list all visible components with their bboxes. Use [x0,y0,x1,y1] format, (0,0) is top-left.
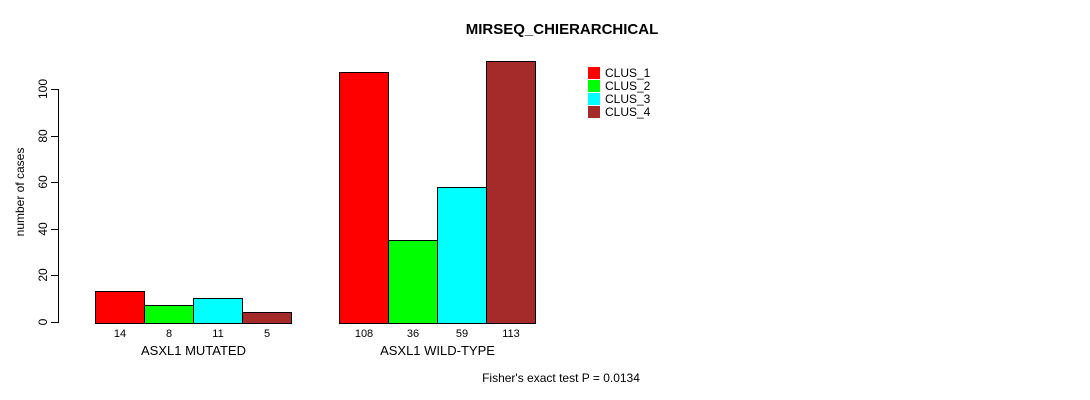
bar-clus_3-group0 [193,298,243,324]
legend-label: CLUS_4 [605,105,651,119]
bar-clus_4-group0 [242,312,292,324]
bar-clus_2-group1 [388,240,438,324]
bar-value-label: 14 [113,328,127,340]
bar-value-label: 59 [455,328,469,340]
y-axis-tick-label: 100 [36,78,50,100]
y-axis-tick [51,229,58,230]
bar-clus_1-group0 [95,291,145,324]
bar-clus_4-group1 [486,61,536,324]
legend-item: CLUS_2 [588,80,650,92]
bar-clus_3-group1 [437,187,487,324]
chart-title: MIRSEQ_CHIERARCHICAL [465,21,659,38]
bar-value-label: 36 [406,328,420,340]
annotation-text: Fisher's exact test P = 0.0134 [482,371,640,385]
y-axis-label: number of cases [13,147,27,237]
legend-swatch-clus_4 [588,106,600,118]
category-label: ASXL1 MUTATED [141,343,246,358]
legend-swatch-clus_1 [588,67,600,79]
legend-swatch-clus_2 [588,80,600,92]
legend-label: CLUS_3 [605,92,651,106]
y-axis-tick [51,275,58,276]
legend: CLUS_1 CLUS_2 CLUS_3 CLUS_4 [588,67,650,118]
y-axis-tick-label: 80 [36,129,50,143]
bar-value-label: 5 [263,328,271,340]
bar-clus_2-group0 [144,305,194,324]
y-axis-tick-label: 20 [36,268,50,282]
bar-value-label: 11 [212,328,224,340]
legend-label: CLUS_2 [605,79,651,93]
y-axis-tick [51,89,58,90]
bar-clus_1-group1 [339,72,389,324]
bar-value-label: 113 [502,328,520,340]
bar-value-label: 8 [165,328,173,340]
legend-item: CLUS_3 [588,93,650,105]
legend-item: CLUS_4 [588,106,650,118]
legend-swatch-clus_3 [588,93,600,105]
y-axis-tick-label: 60 [36,175,50,189]
y-axis-tick [51,136,58,137]
y-axis-tick [51,322,58,323]
y-axis-tick-label: 40 [36,222,50,236]
y-axis-tick-label: 0 [36,318,50,326]
bar-value-label: 108 [354,328,374,340]
legend-label: CLUS_1 [605,66,651,80]
y-axis-tick [51,182,58,183]
y-axis-line [58,89,59,323]
legend-item: CLUS_1 [588,67,650,79]
category-label: ASXL1 WILD-TYPE [380,343,495,358]
